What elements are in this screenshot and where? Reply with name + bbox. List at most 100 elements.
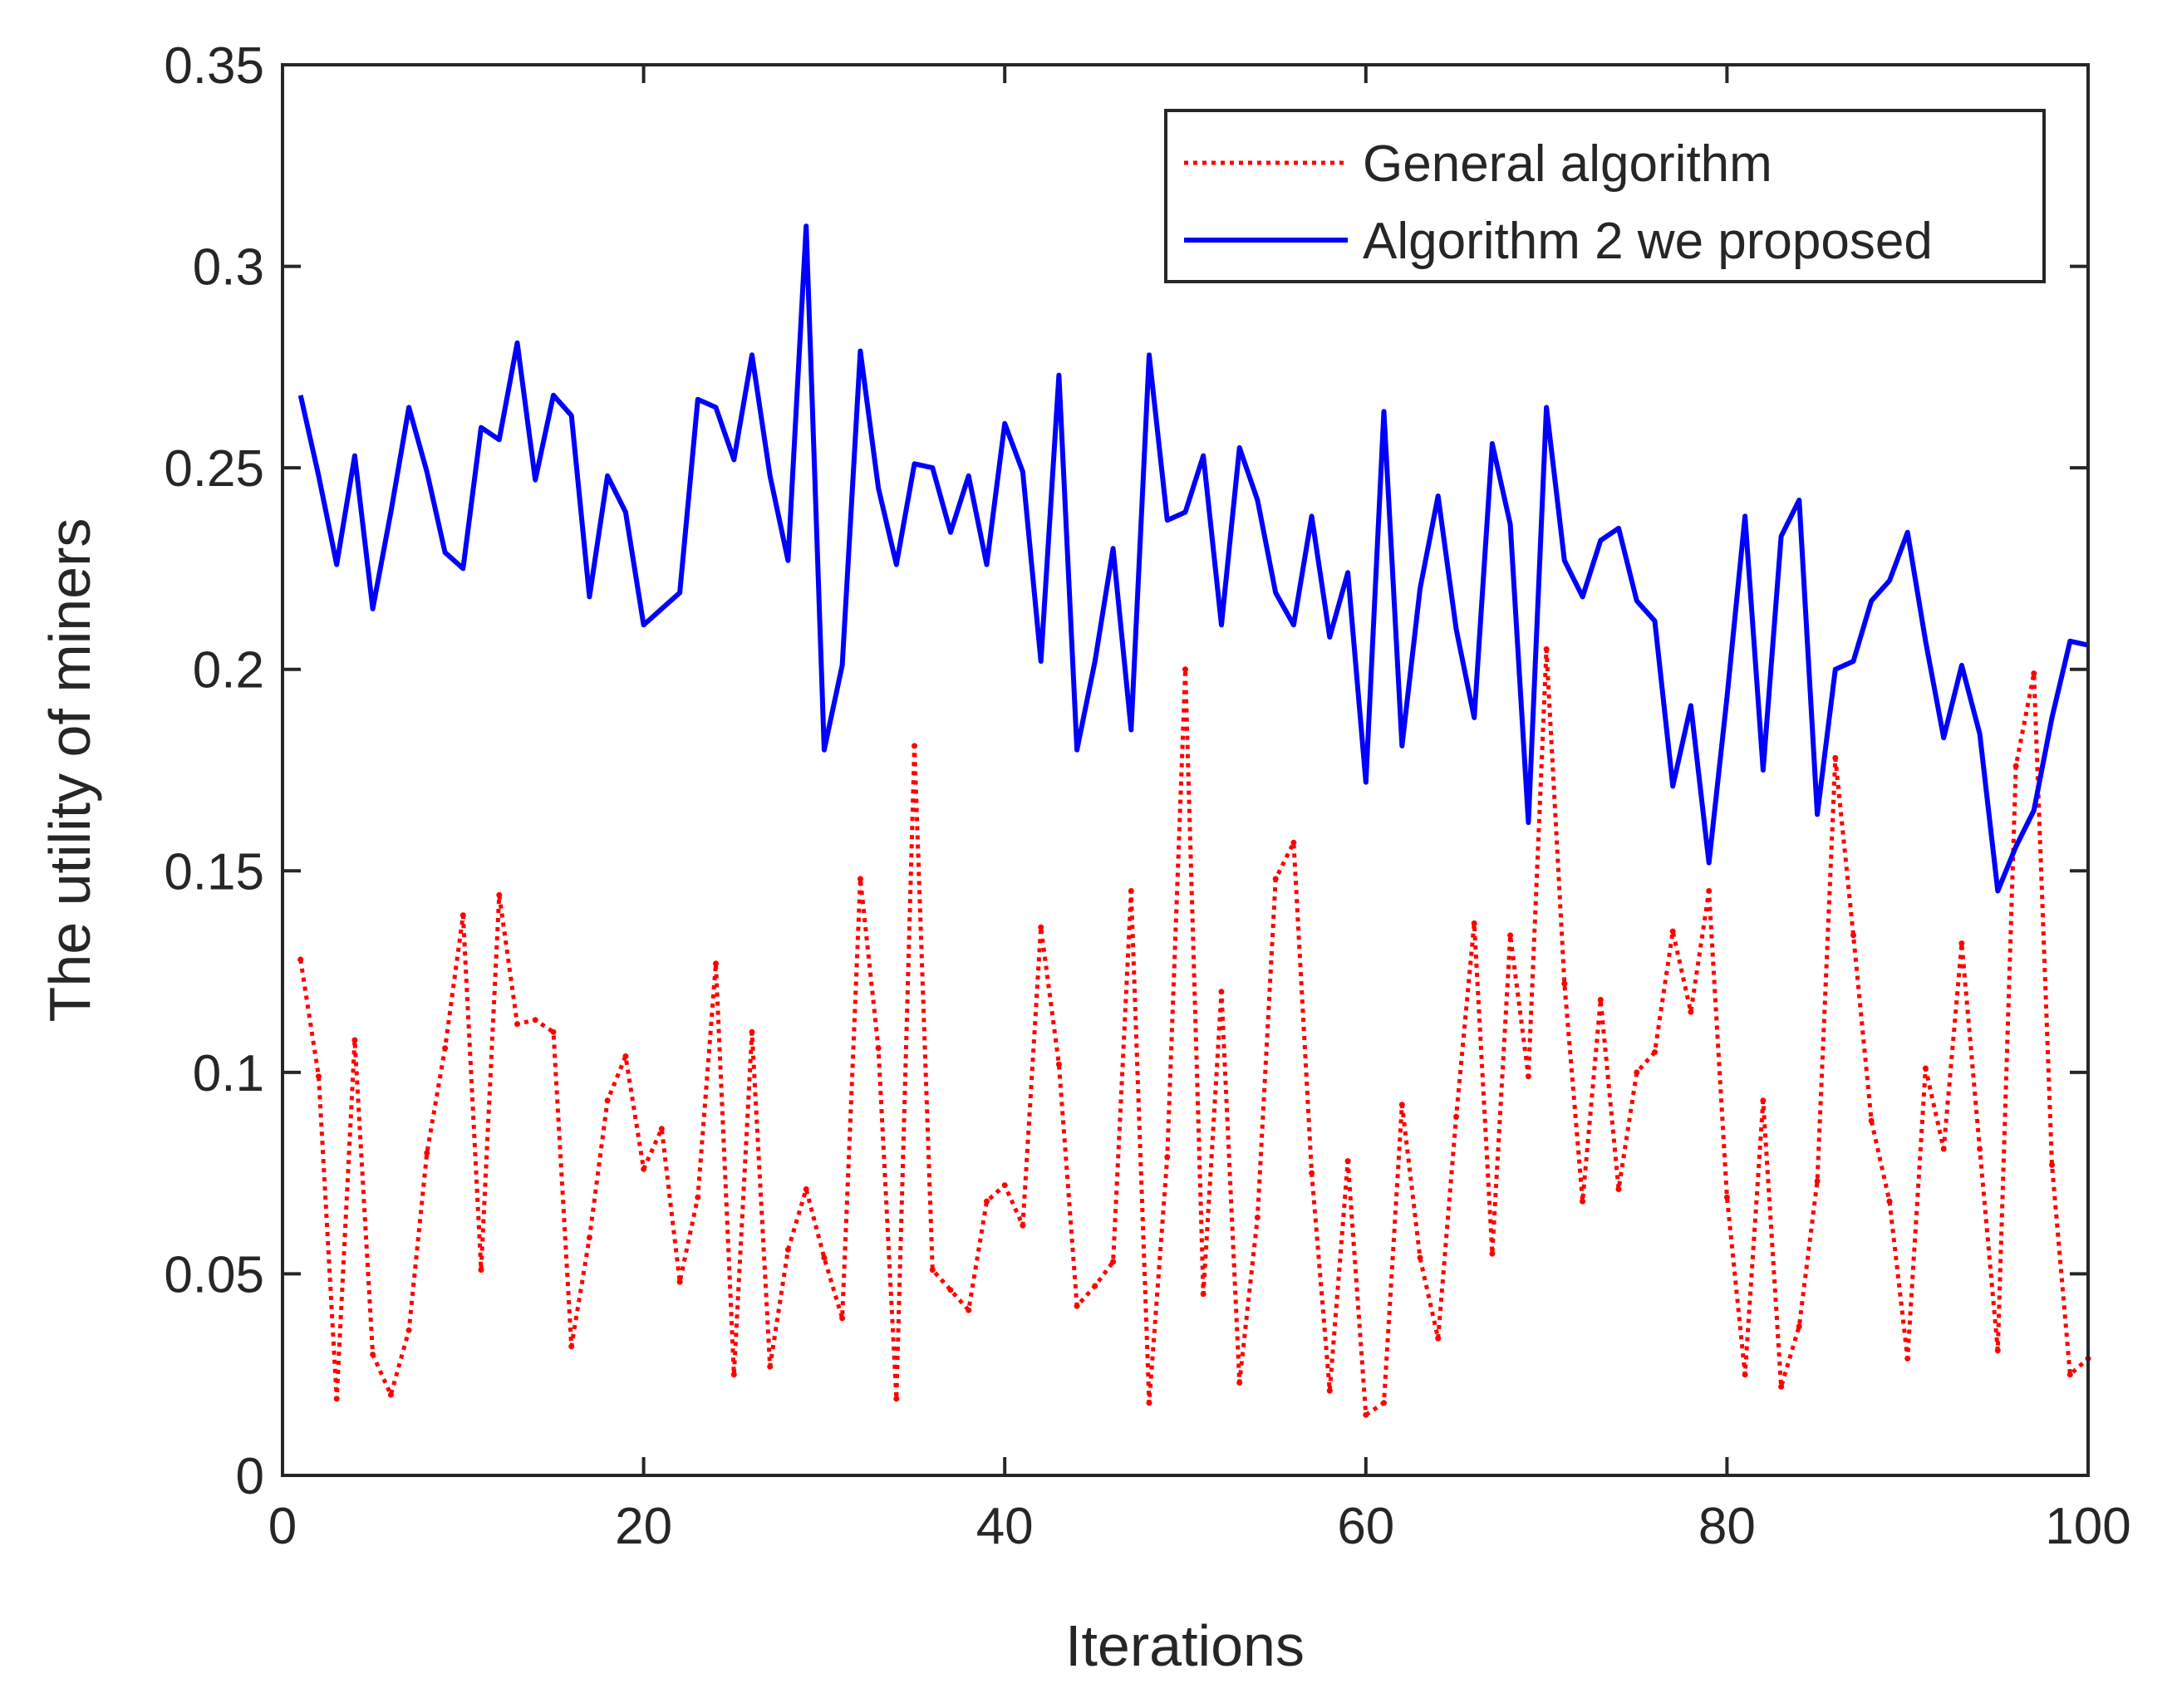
data-point [1652,1049,1658,1056]
legend: General algorithm Algorithm 2 we propose… [1164,109,2046,283]
data-point [1507,932,1514,939]
data-point [568,1343,575,1350]
data-point [857,876,863,882]
series-line [298,647,2090,1417]
data-point [1128,888,1134,894]
data-point [2066,1372,2073,1378]
x-tick-labels: 0 20 40 60 80 100 [268,1498,2131,1555]
data-point [1453,1113,1459,1120]
y-tick-label: 0.35 [164,37,264,95]
data-point [947,1287,954,1293]
data-point [1236,1379,1243,1386]
y-axis-label: The utility of miners [37,518,102,1023]
data-point [1001,1182,1008,1189]
y-tick-labels: 0 0.05 0.1 0.15 0.2 0.25 0.3 0.35 [164,37,264,1505]
data-point [387,1391,394,1398]
x-tick-label: 20 [615,1498,672,1555]
data-point [1525,1073,1531,1080]
x-tick-label: 100 [2045,1498,2130,1555]
data-point [1760,1097,1767,1104]
data-point [2031,670,2037,677]
data-point [984,1198,990,1205]
x-tick-label: 80 [1698,1498,1756,1555]
data-point [1164,1154,1171,1161]
series-general-algorithm [297,646,2091,1418]
y-tick-label: 0.15 [164,843,264,901]
data-point [1092,1283,1098,1289]
data-point [586,1234,592,1241]
data-point [1940,1146,1947,1152]
data-point [2012,763,2019,769]
y-tick-label: 0.1 [193,1045,264,1102]
data-point [1688,1009,1694,1015]
legend-label-general-algorithm: General algorithm [1363,135,1772,193]
data-point [784,1246,791,1253]
data-point [297,956,304,963]
data-point [1868,1117,1875,1124]
data-point [1417,1254,1423,1261]
data-point [1110,1259,1117,1265]
data-point [875,1045,882,1052]
data-point [821,1254,828,1261]
data-point [1850,932,1856,939]
data-point [1796,1323,1802,1329]
data-point [1471,920,1477,926]
data-point [405,1327,412,1333]
data-point [676,1279,683,1285]
legend-label-algorithm-2: Algorithm 2 we proposed [1363,213,1933,270]
data-point [1398,1102,1405,1108]
data-point [514,1021,520,1028]
data-point [749,1028,755,1035]
data-point [1994,1347,2001,1354]
data-point [1218,989,1225,995]
data-point [1363,1411,1369,1418]
data-point [713,960,719,967]
data-point [478,1267,484,1274]
data-point [1290,839,1297,846]
data-point [1182,666,1188,673]
data-point [496,891,503,898]
data-point [839,1315,846,1322]
data-point [424,1150,430,1156]
data-point [1543,646,1550,652]
data-point [1146,1400,1152,1406]
data-point [1723,1194,1730,1200]
data-point [622,1053,629,1059]
data-point [1038,924,1044,930]
data-point [1309,1170,1315,1176]
data-point [1200,1291,1206,1298]
legend-box [1164,109,2046,283]
y-tick-label: 0.25 [164,440,264,498]
data-point [351,1037,358,1043]
data-point [2049,1161,2055,1168]
data-point [1832,754,1839,761]
data-point [1020,1222,1026,1229]
data-point [1634,1069,1640,1076]
data-point [1381,1400,1387,1406]
data-point [1742,1372,1748,1378]
data-point [1958,940,1965,947]
y-tick-label: 0.3 [193,239,264,297]
data-point [893,1396,900,1402]
x-tick-label: 0 [268,1498,297,1555]
data-point [316,1073,322,1080]
y-tick-label: 0.05 [164,1246,264,1303]
data-point [333,1396,340,1402]
data-point [370,1352,376,1357]
data-point [1706,888,1713,894]
data-point [1435,1335,1442,1342]
x-tick-label: 60 [1337,1498,1394,1555]
data-point [1814,1178,1821,1185]
data-point [1615,1186,1622,1192]
data-point [1561,980,1568,987]
data-point [550,1028,557,1035]
data-point [1922,1065,1929,1072]
data-point [1074,1303,1080,1309]
y-tick-label: 0.2 [193,642,264,699]
series-line [297,223,2089,894]
data-point [1254,1215,1260,1220]
data-point [966,1307,972,1313]
data-point [1489,1250,1496,1257]
data-point [1344,1158,1351,1165]
